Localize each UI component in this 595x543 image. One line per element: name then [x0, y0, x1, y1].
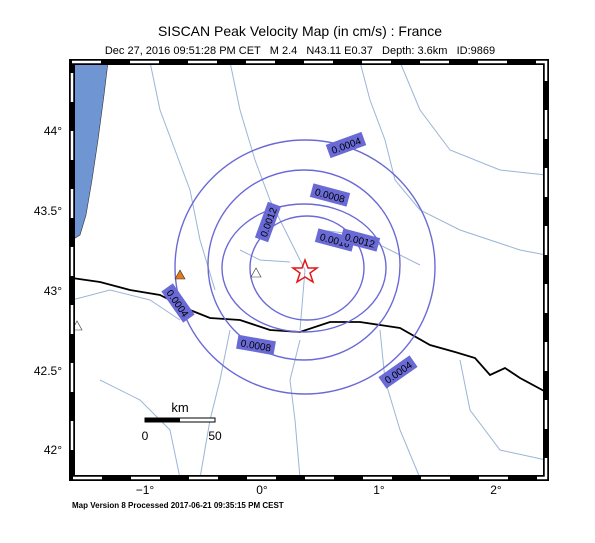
contour-label-box — [339, 228, 381, 252]
footer: Map Version 8 Processed 2017-06-21 09:35… — [72, 501, 284, 510]
contour-label: 0.0008 — [236, 334, 276, 356]
scale-tick: 50 — [208, 429, 222, 443]
station-triangle — [250, 267, 262, 278]
lon-label: 2° — [490, 483, 502, 497]
contour-label-box — [236, 334, 276, 356]
epicenter-star — [290, 257, 320, 284]
scale-tick: 0 — [142, 429, 149, 443]
title: SISCAN Peak Velocity Map (in cm/s) : Fra… — [158, 23, 442, 39]
lon-label: 0° — [256, 483, 268, 497]
contour-label-box — [254, 201, 282, 243]
contour-label-box — [161, 283, 195, 323]
lat-label: 43° — [44, 284, 62, 298]
contour-label-box — [314, 228, 356, 252]
subtitle: Dec 27, 2016 09:51:28 PM CET M 2.4 N43.1… — [105, 45, 495, 57]
axis-labels: 44° 43.5° 43° 42.5° 42° −1° 0° 1° 2° — [34, 124, 502, 497]
contour-label-box — [378, 355, 418, 389]
lon-label: −1° — [136, 483, 155, 497]
map-background — [72, 62, 546, 478]
contour-label-box — [309, 183, 351, 207]
lat-label: 42.5° — [34, 364, 62, 378]
scale-bar: km 0 50 — [142, 400, 222, 443]
lat-label: 42° — [44, 443, 62, 457]
station-triangle — [174, 269, 186, 280]
scale-unit: km — [171, 400, 188, 415]
map-area: 0.00040.00080.00120.00160.00120.00040.00… — [69, 59, 549, 481]
contour-label-box — [325, 131, 367, 159]
lat-label: 44° — [44, 124, 62, 138]
contour-label-text: 0.0008 — [240, 338, 272, 354]
border — [71, 277, 547, 393]
lat-label: 43.5° — [34, 204, 62, 218]
lon-label: 1° — [373, 483, 385, 497]
contours — [174, 139, 436, 395]
frame-ticks — [70, 60, 548, 480]
